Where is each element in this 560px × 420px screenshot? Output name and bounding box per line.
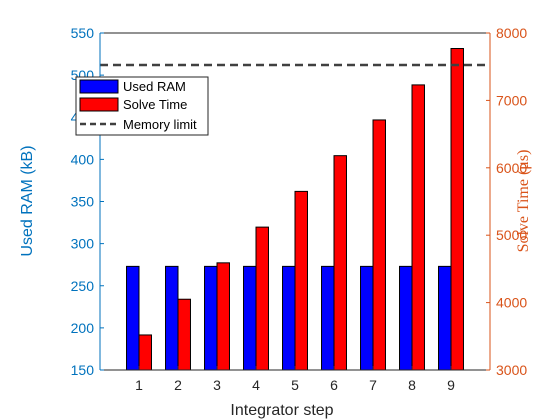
bar-solve-time-8 <box>411 84 425 371</box>
right-y-axis-title: Solve Time (μs) <box>515 150 532 253</box>
legend: Used RAM Solve Time Memory limit <box>75 76 209 136</box>
x-axis-title: Integrator step <box>230 402 333 419</box>
bar-used-ram-8 <box>399 265 413 371</box>
left-y-tick-label: 300 <box>71 236 95 252</box>
bar-solve-time-3 <box>216 262 230 371</box>
right-y-tick-label: 4000 <box>496 295 527 311</box>
left-y-tick-label: 150 <box>71 362 95 378</box>
left-y-tick-label: 200 <box>71 320 95 336</box>
x-tick-label: 4 <box>252 377 260 393</box>
bar-used-ram-4 <box>243 265 257 371</box>
bar-used-ram-7 <box>360 265 374 371</box>
bar-solve-time-1 <box>138 334 152 371</box>
left-y-tick-label: 250 <box>71 278 95 294</box>
bar-solve-time-2 <box>177 298 191 371</box>
bar-used-ram-1 <box>126 265 140 371</box>
bar-solve-time-9 <box>450 48 464 371</box>
x-tick-label: 3 <box>213 377 221 393</box>
bar-solve-time-4 <box>255 226 269 371</box>
x-tick-label: 7 <box>369 377 377 393</box>
x-tick-label: 1 <box>135 377 143 393</box>
bar-solve-time-7 <box>372 119 386 371</box>
x-tick-label: 5 <box>291 377 299 393</box>
bar-used-ram-6 <box>321 265 335 371</box>
legend-label-used-ram: Used RAM <box>123 79 186 94</box>
bar-solve-time-6 <box>333 155 347 371</box>
bar-solve-time-5 <box>294 190 308 371</box>
legend-label-memory-limit: Memory limit <box>123 117 197 132</box>
right-y-tick-label: 3000 <box>496 362 527 378</box>
bar-used-ram-3 <box>204 265 218 371</box>
legend-swatch-used-ram <box>79 79 119 94</box>
bar-used-ram-2 <box>165 265 179 371</box>
legend-label-solve-time: Solve Time <box>123 97 187 112</box>
right-y-tick-label: 6000 <box>496 160 527 176</box>
x-tick-label: 8 <box>408 377 416 393</box>
left-y-axis-title: Used RAM (kB) <box>19 145 36 256</box>
left-y-tick-label: 550 <box>71 25 95 41</box>
left-y-tick-label: 350 <box>71 194 95 210</box>
x-tick-label: 2 <box>174 377 182 393</box>
right-y-tick-label: 8000 <box>496 25 527 41</box>
left-y-tick-label: 400 <box>71 151 95 167</box>
right-y-tick-label: 7000 <box>496 92 527 108</box>
right-y-tick-label: 5000 <box>496 227 527 243</box>
x-tick-label: 6 <box>330 377 338 393</box>
bar-used-ram-5 <box>282 265 296 371</box>
bar-used-ram-9 <box>438 265 452 371</box>
legend-swatch-solve-time <box>79 97 119 112</box>
x-tick-label: 9 <box>447 377 455 393</box>
